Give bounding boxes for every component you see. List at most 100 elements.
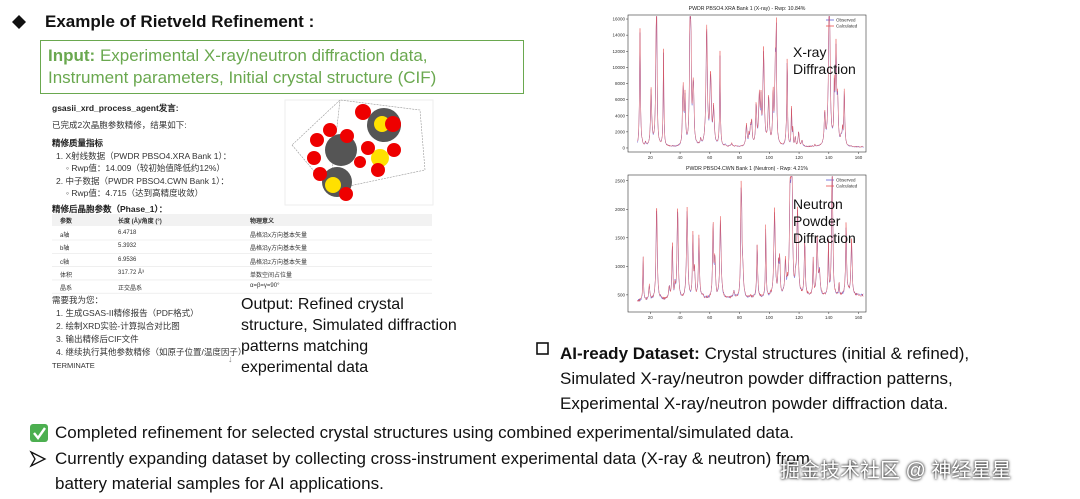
- check-icon: [30, 424, 48, 442]
- dataset-line: Experimental X-ray/neutron powder diffra…: [560, 394, 949, 413]
- plot-title: PWDR PBSO4.CWN Bank 1 (Neutron) - Rwp: 4…: [686, 166, 808, 172]
- plot-annotation: Diffraction: [793, 61, 856, 77]
- check-mark: [33, 427, 46, 441]
- agent-speaker: gsasii_xrd_process_agent发言:: [52, 103, 179, 113]
- y-tick-label: 12000: [612, 49, 625, 54]
- section-heading: 精修后晶胞参数（Phase_1）：: [52, 204, 168, 214]
- crystal-structure: [284, 99, 434, 206]
- next-item: 1. 生成GSAS-II精修报告（PDF格式）: [56, 308, 199, 318]
- y-tick-label: 2000: [615, 207, 626, 212]
- diffraction-profile: [637, 176, 864, 302]
- next-item: 2. 绘制XRD实验-计算拟合对比图: [56, 321, 180, 331]
- y-tick-label: 0: [622, 146, 625, 151]
- quality-item: ◦ Rwp值：4.715（达到高精度收敛）: [66, 188, 204, 198]
- y-tick-label: 2000: [615, 129, 626, 134]
- legend-label: Calculated: [836, 24, 858, 29]
- table-cell: 317.72 Å³: [118, 269, 145, 276]
- x-tick-label: 60: [707, 315, 713, 320]
- bullet: battery material samples for AI applicat…: [55, 474, 384, 493]
- scroll-arrow: ↓: [228, 354, 233, 364]
- watermark: 掘金技术社区 @ 神经星星: [780, 460, 1012, 482]
- input-line: Input: Experimental X-ray/neutron diffra…: [48, 45, 428, 67]
- legend-label: Observed: [836, 18, 856, 23]
- y-tick-label: 1000: [615, 264, 626, 269]
- x-tick-label: 20: [648, 315, 654, 320]
- table-cell: 晶系: [60, 286, 73, 293]
- output-text: patterns matching: [241, 338, 369, 355]
- table-cell: 晶格沿x方向基本矢量: [250, 233, 308, 239]
- input-box: [40, 40, 524, 94]
- input-text: Instrument parameters, Initial crystal s…: [48, 68, 437, 87]
- input-text: Experimental X-ray/neutron diffraction d…: [99, 46, 428, 65]
- x-tick-label: 160: [855, 315, 863, 320]
- table-cell: 晶格沿z方向基本矢量: [250, 259, 308, 266]
- quality-item: 2. 中子数据（PWDR PBSO4.CWN Bank 1）：: [56, 176, 229, 186]
- dataset-label: AI-ready Dataset:: [560, 344, 700, 363]
- table-cell: α=β=γ=90°: [250, 283, 280, 290]
- table-cell: b轴: [60, 246, 70, 253]
- dataset-line: Crystal structures (initial & refined),: [704, 344, 970, 363]
- x-tick-label: 40: [678, 155, 684, 160]
- next-item: 3. 输出精修后CIF文件: [56, 334, 139, 344]
- plot-annotation: X-ray: [793, 44, 826, 60]
- dataset-line: Simulated X-ray/neutron powder diffracti…: [560, 369, 953, 388]
- y-tick-label: 8000: [615, 81, 626, 86]
- x-tick-label: 100: [766, 315, 774, 320]
- y-tick-label: 4000: [615, 113, 626, 118]
- legend-label: Observed: [836, 178, 856, 183]
- checkbox: [536, 342, 549, 355]
- arrow-bullet: [29, 450, 47, 468]
- input-label: Input:: [48, 46, 96, 65]
- table-header-bg: [52, 214, 432, 226]
- section-heading: 需要我为您：: [52, 295, 104, 305]
- x-tick-label: 120: [795, 155, 803, 160]
- output-text: Output: Refined crystal: [241, 296, 404, 313]
- atom-s: [325, 177, 341, 193]
- output-text: experimental data: [241, 359, 369, 376]
- y-tick-label: 14000: [612, 33, 625, 38]
- x-tick-label: 140: [825, 315, 833, 320]
- y-tick-label: 16000: [612, 17, 625, 22]
- y-tick-label: 2500: [615, 178, 626, 183]
- crystal-frame: [284, 99, 434, 206]
- atom-s: [374, 116, 390, 132]
- y-tick-label: 1500: [615, 235, 626, 240]
- atoms-o: [307, 104, 401, 201]
- dataset: AI-ready Dataset: Crystal structures (in…: [527, 341, 969, 416]
- table-cell: 正交晶系: [118, 286, 143, 293]
- table-cell: 6.9536: [118, 256, 137, 263]
- y-tick-label: 10000: [612, 65, 625, 70]
- table-header: 物理意义: [250, 219, 275, 225]
- x-tick-label: 80: [737, 155, 743, 160]
- quality-item: 1. X射线数据（PWDR PBSO4.XRA Bank 1）：: [56, 151, 232, 161]
- table-cell: a轴: [60, 233, 70, 239]
- table-cell: 6.4718: [118, 230, 137, 236]
- next-item: 4. 继续执行其他参数精修（如原子位置/温度因子）: [56, 347, 247, 357]
- y-tick-label: 6000: [615, 97, 626, 102]
- plot-annotation: Diffraction: [793, 230, 856, 246]
- section-heading: 精修质量指标: [52, 138, 104, 148]
- legend-label: Calculated: [836, 184, 858, 189]
- plot-annotation: Neutron: [793, 196, 843, 212]
- y-tick-label: 500: [617, 292, 625, 297]
- output-text: structure, Simulated diffraction: [241, 317, 457, 334]
- table-header: 长度 (Å)/角度 (°): [118, 219, 162, 225]
- bullet: Completed refinement for selected crysta…: [55, 423, 794, 442]
- table-header: 参数: [60, 219, 73, 225]
- x-tick-label: 40: [678, 315, 684, 320]
- plot-frame: [627, 174, 867, 313]
- plot-annotation: Powder: [793, 213, 841, 229]
- x-tick-label: 140: [825, 155, 833, 160]
- table-cell: 单数空间占位量: [250, 272, 293, 279]
- atom-s: [371, 149, 389, 167]
- quality-item: ◦ Rwp值：14.009（较初始值降低约12%）: [66, 163, 225, 173]
- x-tick-label: 60: [707, 155, 713, 160]
- plot-title: PWDR PBSO4.XRA Bank 1 (X-ray) - Rwp: 10.…: [689, 6, 806, 12]
- x-tick-label: 120: [795, 315, 803, 320]
- diffraction-profile: [637, 16, 864, 148]
- table-cell: 晶格沿y方向基本矢量: [250, 246, 308, 253]
- agent-summary: 已完成2次晶胞参数精修，结果如下:: [52, 120, 187, 130]
- x-tick-label: 100: [766, 155, 774, 160]
